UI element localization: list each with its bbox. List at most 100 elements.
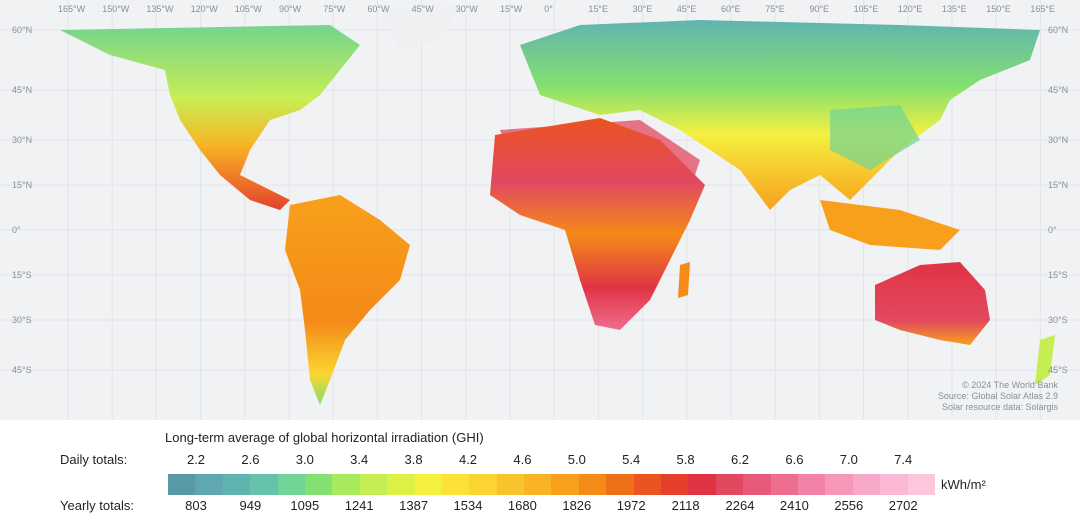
longitude-label: 105°E bbox=[853, 4, 879, 14]
madagascar bbox=[678, 262, 690, 298]
color-swatch bbox=[222, 474, 251, 495]
color-swatch bbox=[715, 474, 744, 495]
color-swatch bbox=[743, 474, 771, 495]
color-swatch bbox=[825, 474, 853, 495]
longitude-label: 165°W bbox=[58, 4, 86, 14]
latitude-label: 45°N bbox=[1048, 85, 1069, 95]
latitude-label: 0° bbox=[12, 225, 21, 235]
yearly-tick: 2556 bbox=[834, 498, 864, 513]
color-swatch bbox=[469, 474, 497, 495]
daily-tick: 4.6 bbox=[513, 452, 532, 467]
europe-asia bbox=[520, 20, 1040, 210]
longitude-label: 60°E bbox=[721, 4, 741, 14]
credit-line: © 2024 The World Bank bbox=[962, 380, 1058, 390]
yearly-tick: 1387 bbox=[399, 498, 429, 513]
daily-tick: 3.8 bbox=[404, 452, 423, 467]
longitude-label: 0° bbox=[544, 4, 553, 14]
longitude-label: 75°E bbox=[765, 4, 785, 14]
color-swatch bbox=[880, 474, 908, 495]
latitude-label: 30°S bbox=[1048, 315, 1068, 325]
longitude-label: 60°W bbox=[367, 4, 390, 14]
color-swatch bbox=[907, 474, 935, 495]
longitude-label: 45°W bbox=[411, 4, 434, 14]
unit-label: kWh/m² bbox=[941, 477, 986, 492]
yearly-tick: 803 bbox=[185, 498, 207, 513]
latitude-label: 0° bbox=[1048, 225, 1057, 235]
longitude-label: 120°W bbox=[190, 4, 218, 14]
latitude-label: 15°N bbox=[12, 180, 33, 190]
color-swatch bbox=[277, 474, 305, 495]
color-swatch bbox=[441, 474, 470, 495]
southeast-asia bbox=[820, 200, 960, 250]
map-credit: © 2024 The World Bank Source: Global Sol… bbox=[938, 380, 1058, 413]
color-swatch bbox=[852, 474, 881, 495]
yearly-tick: 2410 bbox=[779, 498, 809, 513]
longitude-label: 45°E bbox=[676, 4, 697, 14]
daily-tick: 5.8 bbox=[676, 452, 695, 467]
credit-line: Source: Global Solar Atlas 2.9 bbox=[937, 391, 1058, 401]
longitude-label: 15°W bbox=[500, 4, 523, 14]
latitude-label: 60°N bbox=[1048, 25, 1069, 35]
latitude-label: 15°S bbox=[1048, 270, 1068, 280]
greenland bbox=[380, 5, 460, 50]
color-swatch bbox=[770, 474, 798, 495]
latitude-label: 15°S bbox=[12, 270, 32, 280]
longitude-label: 120°E bbox=[897, 4, 923, 14]
color-swatch bbox=[168, 474, 196, 495]
latitude-label: 45°N bbox=[12, 85, 33, 95]
yearly-tick: 949 bbox=[239, 498, 262, 513]
australia bbox=[875, 262, 990, 345]
longitude-label: 135°E bbox=[942, 4, 967, 14]
yearly-tick: 2118 bbox=[671, 498, 700, 513]
longitude-label: 90°E bbox=[809, 4, 830, 14]
latitude-label: 45°S bbox=[12, 365, 32, 375]
color-swatch bbox=[661, 474, 689, 495]
new-zealand bbox=[1035, 335, 1055, 385]
credit-line: Solar resource data: Solargis bbox=[941, 402, 1058, 412]
color-scale-bar bbox=[168, 474, 935, 495]
color-swatch bbox=[578, 474, 607, 495]
yearly-tick: 1972 bbox=[616, 498, 646, 513]
color-swatch bbox=[551, 474, 579, 495]
daily-tick: 4.2 bbox=[458, 452, 478, 467]
color-swatch bbox=[304, 474, 333, 495]
daily-tick: 6.2 bbox=[730, 452, 750, 467]
color-swatch bbox=[606, 474, 634, 495]
color-swatch bbox=[633, 474, 662, 495]
latitude-label: 30°N bbox=[12, 135, 33, 145]
south-america bbox=[285, 195, 410, 405]
longitude-label: 30°E bbox=[632, 4, 653, 14]
china-highland bbox=[830, 105, 920, 170]
longitude-label: 30°W bbox=[455, 4, 478, 14]
color-swatch bbox=[332, 474, 360, 495]
daily-tick: 2.6 bbox=[241, 452, 260, 467]
color-swatch bbox=[359, 474, 388, 495]
latitude-label: 60°N bbox=[12, 25, 33, 35]
color-swatch bbox=[195, 474, 223, 495]
yearly-tick: 1095 bbox=[290, 498, 320, 513]
color-swatch bbox=[250, 474, 278, 495]
longitude-label: 135°W bbox=[146, 4, 174, 14]
latitude-label: 30°S bbox=[12, 315, 32, 325]
yearly-tick: 2264 bbox=[725, 498, 755, 513]
color-swatch bbox=[797, 474, 826, 495]
yearly-tick: 1680 bbox=[507, 498, 537, 513]
color-swatch bbox=[414, 474, 442, 495]
africa bbox=[490, 118, 705, 330]
yearly-tick: 2702 bbox=[888, 498, 918, 513]
longitude-label: 150°E bbox=[986, 4, 1011, 14]
daily-tick: 5.4 bbox=[622, 452, 641, 467]
daily-tick: 3.4 bbox=[350, 452, 369, 467]
yearly-totals-label: Yearly totals: bbox=[60, 498, 134, 513]
color-swatch bbox=[387, 474, 415, 495]
color-swatch bbox=[496, 474, 525, 495]
north-america bbox=[60, 25, 360, 210]
daily-totals-label: Daily totals: bbox=[60, 452, 128, 467]
color-swatch bbox=[524, 474, 552, 495]
yearly-tick: 1826 bbox=[562, 498, 592, 513]
daily-tick: 3.0 bbox=[295, 452, 314, 467]
daily-tick: 7.0 bbox=[839, 452, 858, 467]
world-map bbox=[0, 0, 1080, 420]
latitude-label: 45°S bbox=[1048, 365, 1068, 375]
daily-tick: 7.4 bbox=[894, 452, 913, 467]
